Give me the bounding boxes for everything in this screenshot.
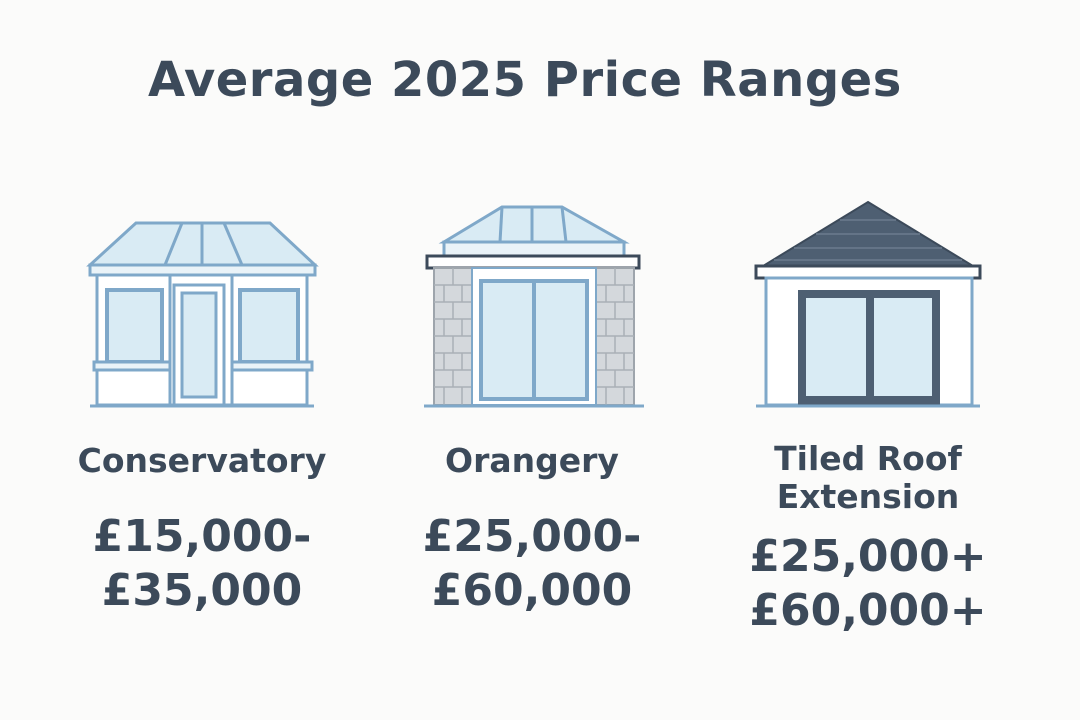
tiled-roof-extension-icon xyxy=(754,200,982,408)
orangery-icon xyxy=(424,205,644,408)
item-price: £25,000- £60,000 xyxy=(422,511,642,616)
item-price: £15,000- £35,000 xyxy=(92,511,312,616)
item-price: £25,000+ £60,000+ xyxy=(749,531,987,636)
item-name: Orangery xyxy=(445,441,619,480)
page-title: Average 2025 Price Ranges xyxy=(148,52,902,108)
item-name: Tiled Roof Extension xyxy=(774,439,962,516)
item-name: Conservatory xyxy=(77,441,327,480)
conservatory-icon xyxy=(86,221,319,408)
